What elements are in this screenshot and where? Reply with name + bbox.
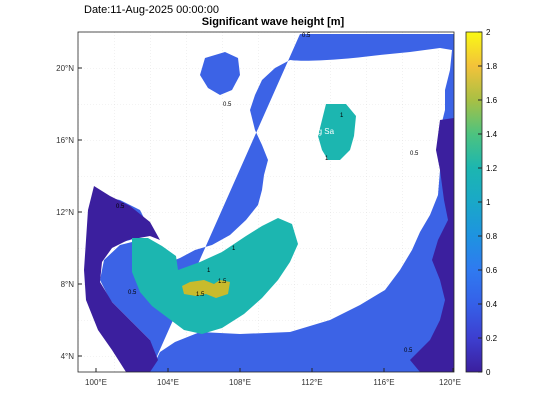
colorbar-tick-label: 1.4 <box>486 130 498 139</box>
label-truong-sa: QD. Truong Sa <box>296 276 350 285</box>
contour-label: 0.5 <box>116 204 125 210</box>
contour-label: 0.5 <box>410 151 419 157</box>
colorbar-tick-label: 0.4 <box>486 300 498 309</box>
wave-zone-1m <box>132 218 298 334</box>
contour-label: 0.5 <box>223 102 232 108</box>
wave-zone-1-5m <box>182 280 230 298</box>
contour-label: 1.5 <box>218 279 227 285</box>
contour-label: 1 <box>340 113 344 119</box>
contour-label: 0.5 <box>404 348 413 354</box>
y-axis: 20°N 16°N 12°N 8°N 4°N <box>56 64 82 361</box>
colorbar-tick-label: 1.2 <box>486 164 498 173</box>
colorbar-tick-label: 1.6 <box>486 96 498 105</box>
contour-label: 0.5 <box>128 290 137 296</box>
date-label: Date:11-Aug-2025 00:00:00 <box>84 4 219 16</box>
colorbar-tick-label: 0.2 <box>486 334 498 343</box>
coastal-sheltered-area <box>84 186 160 372</box>
sea-area <box>100 34 454 372</box>
contour-label: 1 <box>207 268 211 274</box>
x-axis: 100°E 104°E 108°E 112°E 116°E 120°E <box>85 368 461 387</box>
y-tick-label: 20°N <box>56 64 74 73</box>
colorbar-tick-label: 1 <box>486 198 491 207</box>
y-tick-label: 12°N <box>56 208 74 217</box>
contour-label: 1.5 <box>196 292 205 298</box>
colorbar-tick-label: 2 <box>486 28 491 37</box>
x-tick-label: 100°E <box>85 378 107 387</box>
x-tick-label: 120°E <box>439 378 461 387</box>
contour-label: 0.5 <box>302 33 311 39</box>
colorbar-tick-label: 0 <box>486 368 491 377</box>
contour-label: 1 <box>325 156 329 162</box>
map-frame <box>77 31 455 373</box>
map-panel: 0.5 0.5 0.5 0.5 1 1 1 1 1.5 1.5 0.5 0.5 … <box>77 31 455 373</box>
x-tick-label: 116°E <box>373 378 394 387</box>
colorbar-tick-label: 1.8 <box>486 62 498 71</box>
contour-label: 1 <box>232 246 236 252</box>
label-hoang-sa: QD. Hoang Sa <box>282 127 335 136</box>
wave-zone-hoang-sa <box>318 104 356 160</box>
x-tick-label: 104°E <box>157 378 179 387</box>
x-tick-label: 108°E <box>229 378 251 387</box>
y-tick-label: 16°N <box>56 136 74 145</box>
colorbar-tick-label: 0.8 <box>486 232 498 241</box>
x-tick-label: 112°E <box>301 378 322 387</box>
map-title: Significant wave height [m] <box>201 16 345 28</box>
y-tick-label: 4°N <box>61 352 75 361</box>
coastal-sheltered-area-east <box>410 118 454 372</box>
colorbar-tick-label: 0.6 <box>486 266 498 275</box>
y-tick-label: 8°N <box>61 280 75 289</box>
colorbar: 2 1.8 1.6 1.4 1.2 1 0.8 0.6 0.4 0.2 0 <box>465 28 498 377</box>
gulf-of-tonkin <box>200 52 240 95</box>
